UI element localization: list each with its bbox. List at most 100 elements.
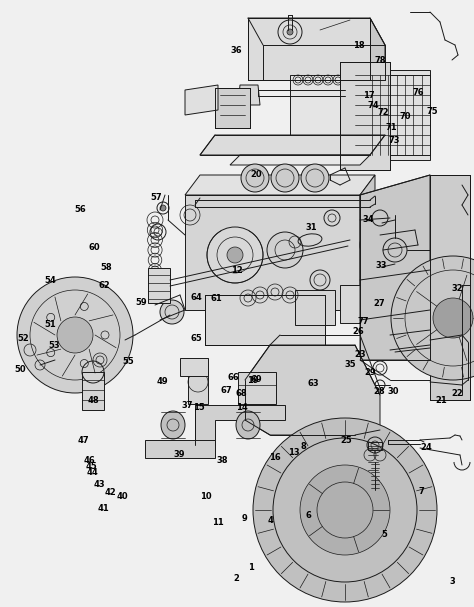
Text: 40: 40 [117, 492, 128, 501]
Ellipse shape [161, 411, 185, 439]
Text: 67: 67 [221, 386, 232, 395]
Text: 7: 7 [419, 487, 425, 496]
Text: 58: 58 [101, 263, 112, 271]
Text: 29: 29 [364, 368, 375, 377]
Text: 78: 78 [374, 56, 386, 65]
Text: 55: 55 [122, 357, 134, 365]
Circle shape [160, 205, 166, 211]
Polygon shape [230, 155, 370, 165]
Text: 1: 1 [248, 563, 254, 572]
Text: 73: 73 [389, 137, 400, 145]
Text: 48: 48 [88, 396, 100, 405]
Text: 54: 54 [44, 276, 55, 285]
Text: 9: 9 [242, 515, 247, 523]
Polygon shape [245, 345, 380, 435]
Ellipse shape [236, 411, 260, 439]
Text: 35: 35 [345, 361, 356, 369]
Text: 5: 5 [381, 530, 387, 538]
Bar [180, 358, 208, 376]
Text: 76: 76 [412, 88, 424, 97]
Text: 36: 36 [230, 46, 242, 55]
Polygon shape [195, 405, 285, 445]
Text: 66: 66 [228, 373, 239, 382]
Text: 44: 44 [87, 468, 98, 476]
Text: 11: 11 [212, 518, 224, 526]
Polygon shape [248, 18, 385, 45]
Bar [340, 285, 368, 323]
Polygon shape [430, 175, 470, 400]
Text: 20: 20 [250, 171, 262, 179]
Polygon shape [185, 175, 375, 195]
Circle shape [300, 465, 390, 555]
Text: 33: 33 [376, 262, 387, 270]
Bar [295, 290, 335, 325]
Text: 45: 45 [85, 462, 97, 470]
Text: 74: 74 [368, 101, 379, 110]
Circle shape [267, 232, 303, 268]
Circle shape [271, 164, 299, 192]
Bar [205, 295, 325, 345]
Text: 27: 27 [374, 299, 385, 308]
Bar [290, 75, 345, 135]
Bar [355, 75, 430, 155]
Text: 51: 51 [44, 320, 55, 329]
Polygon shape [200, 135, 385, 155]
Circle shape [253, 418, 437, 602]
Text: 42: 42 [104, 489, 116, 497]
Polygon shape [360, 175, 375, 310]
Text: 15: 15 [193, 404, 205, 412]
Text: 63: 63 [307, 379, 319, 388]
Text: 64: 64 [191, 293, 202, 302]
Text: 37: 37 [182, 401, 193, 410]
Text: 14: 14 [236, 404, 247, 412]
Text: 21: 21 [435, 396, 447, 405]
Text: 26: 26 [352, 327, 364, 336]
Circle shape [227, 247, 243, 263]
Text: 4: 4 [267, 517, 273, 525]
Text: 24: 24 [421, 444, 432, 452]
Text: 46: 46 [83, 456, 95, 464]
Circle shape [391, 256, 474, 380]
Text: 43: 43 [94, 480, 105, 489]
Text: 72: 72 [377, 109, 389, 117]
Polygon shape [360, 175, 430, 360]
Text: 53: 53 [49, 342, 60, 350]
Text: 31: 31 [305, 223, 317, 232]
Text: 2: 2 [233, 574, 239, 583]
Text: 69: 69 [250, 375, 262, 384]
Text: 25: 25 [340, 436, 352, 445]
Text: 32: 32 [452, 285, 463, 293]
Circle shape [433, 298, 473, 338]
Text: 12: 12 [231, 266, 243, 274]
Circle shape [57, 317, 93, 353]
Text: 34: 34 [363, 215, 374, 224]
Bar [148, 268, 170, 303]
Circle shape [160, 300, 184, 324]
Text: 60: 60 [89, 243, 100, 252]
Text: 71: 71 [385, 123, 397, 132]
Text: 39: 39 [173, 450, 185, 458]
Bar [340, 70, 430, 160]
Text: 10: 10 [201, 492, 212, 501]
Text: 49: 49 [156, 377, 168, 385]
Bar [82, 372, 104, 410]
Text: 61: 61 [210, 294, 222, 303]
Bar [368, 442, 382, 450]
Polygon shape [185, 195, 360, 310]
Polygon shape [340, 62, 390, 170]
Circle shape [241, 164, 269, 192]
Circle shape [301, 164, 329, 192]
Text: 16: 16 [269, 453, 281, 461]
Text: 6: 6 [305, 512, 311, 520]
Text: 70: 70 [400, 112, 411, 121]
Text: 23: 23 [355, 350, 366, 359]
Polygon shape [248, 18, 370, 80]
Circle shape [287, 29, 293, 35]
Text: 62: 62 [99, 281, 110, 290]
Text: 22: 22 [452, 389, 463, 398]
Text: 41: 41 [98, 504, 109, 513]
Circle shape [17, 277, 133, 393]
Text: 77: 77 [357, 317, 369, 326]
Polygon shape [370, 18, 385, 80]
Text: 38: 38 [216, 456, 228, 464]
